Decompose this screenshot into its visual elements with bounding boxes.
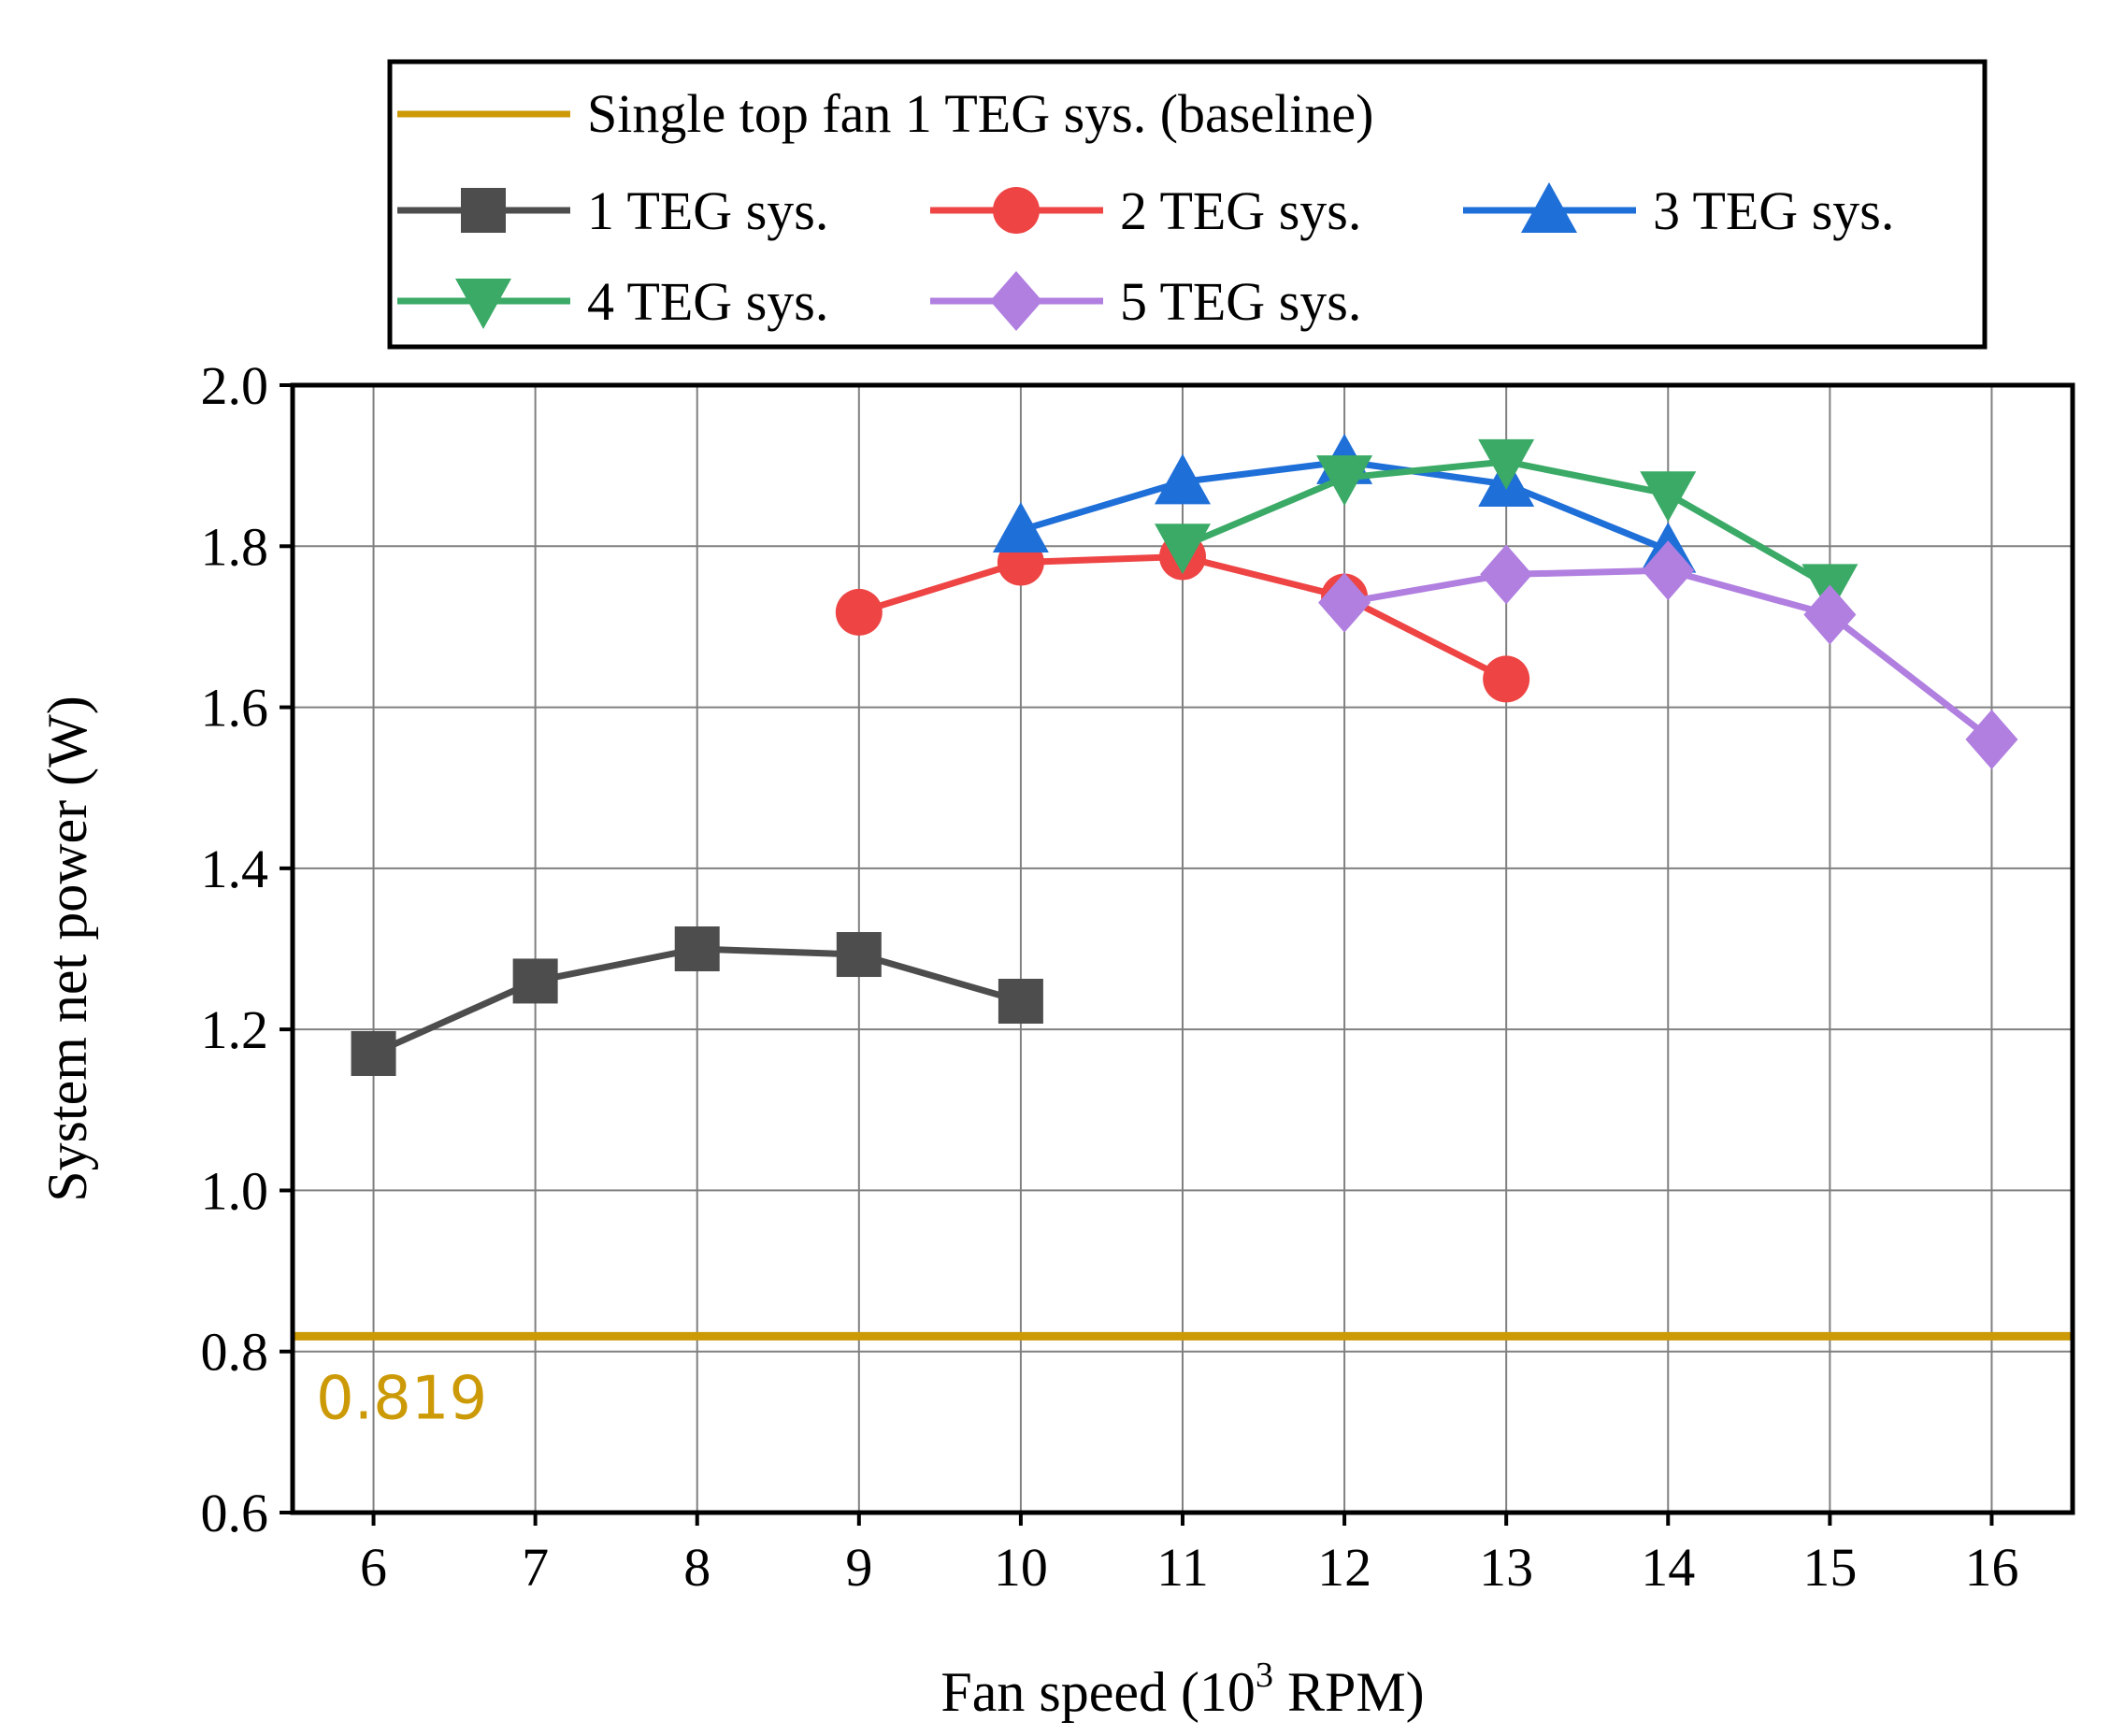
x-tick-label: 10	[994, 1537, 1048, 1598]
y-tick-label: 1.4	[201, 839, 269, 899]
data-point	[674, 926, 720, 971]
y-tick-label: 2.0	[201, 355, 269, 416]
legend: Single top fan 1 TEG sys. (baseline) 1 TE…	[387, 59, 1988, 350]
legend-marker	[1521, 182, 1577, 233]
x-tick-label: 14	[1641, 1537, 1695, 1598]
x-tick-label: 12	[1317, 1537, 1371, 1598]
data-point	[1155, 453, 1211, 505]
legend-label: 1 TEG sys.	[587, 180, 828, 241]
legend-marker	[993, 187, 1040, 234]
legend-marker	[990, 271, 1042, 331]
y-tick-label: 0.8	[201, 1322, 269, 1383]
y-tick-label: 1.2	[201, 999, 269, 1060]
data-point	[1640, 471, 1697, 523]
legend-marker	[461, 188, 506, 233]
x-tick-label: 9	[845, 1537, 872, 1598]
x-axis-title: Fan speed (103 RPM)	[940, 1656, 1424, 1723]
series-group	[351, 433, 2018, 1076]
data-point	[835, 588, 883, 636]
data-point	[512, 958, 558, 1004]
x-tick-label: 7	[522, 1537, 549, 1598]
y-axis-title: System net power (W)	[36, 696, 98, 1202]
y-tick-label: 0.6	[201, 1483, 269, 1543]
data-point	[1316, 455, 1373, 507]
legend-marker	[455, 279, 511, 329]
data-point	[1642, 540, 1695, 601]
legend-label: 5 TEG sys.	[1120, 271, 1361, 332]
legend-label: 2 TEG sys.	[1120, 180, 1361, 241]
data-point	[1318, 572, 1371, 633]
data-point	[1965, 710, 2018, 770]
x-tick-label: 6	[360, 1537, 387, 1598]
legend-frame	[387, 59, 1988, 350]
x-tick-label: 13	[1479, 1537, 1533, 1598]
data-point	[1478, 438, 1535, 490]
series-1	[351, 926, 1043, 1076]
baseline-value-label: 0.819	[316, 1364, 487, 1433]
y-tick-label: 1.0	[201, 1160, 269, 1221]
y-tick-label: 1.6	[201, 678, 269, 739]
data-point	[1480, 544, 1533, 605]
data-point	[998, 978, 1043, 1024]
series-5	[1318, 540, 2018, 770]
axis-ticks: 6 7 8 9 10 11 12 13 14 15 16 0.6 0.8 1.0 1.2 1.4 1.6 1.8 2…	[201, 355, 2019, 1598]
data-point	[1155, 524, 1211, 575]
legend-label-baseline: Single top fan 1 TEG sys. (baseline)	[587, 83, 1373, 144]
x-tick-label: 15	[1802, 1537, 1857, 1598]
data-point	[1803, 584, 1857, 645]
data-point	[836, 932, 882, 978]
y-tick-label: 1.8	[201, 516, 269, 577]
x-tick-label: 11	[1156, 1537, 1209, 1598]
baseline: 0.819	[293, 1331, 2073, 1433]
data-point	[1483, 655, 1530, 703]
x-tick-label: 16	[1964, 1537, 2018, 1598]
data-point	[992, 502, 1049, 553]
legend-label: 4 TEG sys.	[587, 271, 828, 332]
x-tick-label: 8	[683, 1537, 711, 1598]
data-point	[351, 1030, 396, 1076]
legend-label: 3 TEG sys.	[1653, 180, 1894, 241]
